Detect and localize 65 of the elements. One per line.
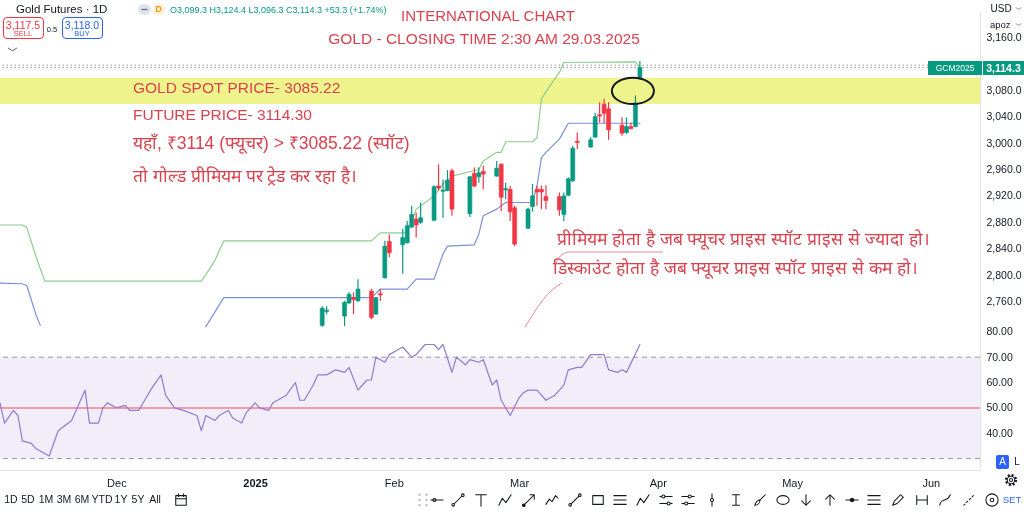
x-tick-label: Dec — [107, 476, 128, 489]
y-tick-label: 2,800.0 — [986, 268, 1022, 281]
candlestick — [619, 116, 625, 137]
y-tick-label: 3,160.0 — [986, 30, 1022, 43]
x-tick-label: 2025 — [243, 476, 268, 489]
y-tick-label: 3,080.0 — [986, 83, 1022, 96]
y-tick-label: 3,040.0 — [986, 110, 1022, 123]
y-axis-title: USD — [990, 2, 1012, 14]
annotation: FUTURE PRICE- 3114.30 — [133, 106, 312, 125]
y-tick-label: 2,880.0 — [986, 215, 1022, 228]
x-tick-label: Mar — [510, 476, 530, 489]
chart-title: INTERNATIONAL CHART — [401, 7, 575, 25]
annotation: GCM2025 — [928, 61, 982, 75]
annotation: तो गोल्ड प्रीमियम पर ट्रेड कर रहा है। — [133, 166, 358, 187]
y-tick-label: 2,840.0 — [986, 242, 1022, 255]
candlestick — [418, 201, 423, 225]
text: 1D — [4, 493, 18, 506]
annotation: 3,117.5 — [5, 19, 41, 31]
annotation: GOLD SPOT PRICE- 3085.22 — [133, 79, 341, 98]
y-tick-label: 2,920.0 — [986, 189, 1022, 202]
annotation: O3,099.3 H3,124.4 L3,096.3 C3,114.3 +53.3 (+1.74%) — [170, 5, 387, 16]
y-tick-label: 50.00 — [986, 401, 1013, 414]
annotation: D — [152, 3, 165, 16]
y-tick-label: 70.00 — [986, 350, 1013, 363]
candlestick — [355, 278, 361, 303]
y-tick-label: 2,760.0 — [986, 295, 1022, 308]
y-tick-label: 2,960.0 — [986, 163, 1022, 175]
candlestick — [592, 112, 598, 139]
x-tick-label: Jun — [922, 476, 941, 489]
candlestick — [351, 291, 356, 315]
annotation: 3,114.3 — [983, 61, 1024, 75]
candlestick — [387, 233, 392, 258]
annotation: डिस्काउंट होता है जब फ्यूचर प्राइस स्पॉट प्राइस से कम हो। — [553, 258, 918, 279]
y-tick-label: 40.00 — [986, 426, 1013, 439]
y-tick-label: 3,000.0 — [986, 136, 1022, 149]
text: 1M — [38, 493, 54, 506]
text: All — [149, 493, 161, 506]
text: A — [996, 455, 1009, 469]
text: L — [1013, 455, 1021, 469]
text: 5Y — [131, 493, 145, 506]
candlestick — [440, 178, 446, 219]
candlestick — [436, 163, 441, 192]
candlestick — [319, 305, 325, 328]
x-tick-label: May — [782, 476, 804, 489]
annotation: प्रीमियम होता है जब फ्यूचर प्राइस स्पॉट प्राइस से ज्यादा हो। — [557, 229, 930, 250]
x-tick-label: Feb — [384, 476, 404, 489]
text: apoz — [990, 19, 1011, 31]
candlestick — [534, 185, 540, 207]
text: 5D — [21, 493, 35, 506]
y-tick-label: 60.00 — [986, 376, 1013, 389]
candlestick — [400, 228, 406, 275]
text: GOLD - CLOSING TIME 2:30 AM 29.03.2025 — [328, 30, 640, 49]
text: YTD — [91, 493, 113, 506]
annotation: 3,118.0 — [64, 19, 100, 32]
y-tick-label: 80.00 — [986, 325, 1013, 338]
annotation: यहाँ, ₹3114 (फ्यूचर) > ₹3085.22 (स्पॉट) — [133, 133, 410, 154]
annotation: Gold Futures · 1D — [16, 3, 108, 17]
candlestick — [543, 184, 549, 210]
text: 6M — [74, 493, 90, 506]
line-series — [0, 343, 641, 457]
x-tick-label: Apr — [649, 476, 668, 489]
text: 1Y — [114, 493, 128, 506]
text: 3M — [56, 493, 72, 506]
text: SET — [1002, 494, 1022, 506]
candlestick — [413, 211, 419, 239]
